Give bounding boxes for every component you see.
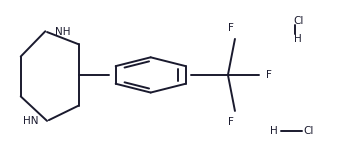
Text: Cl: Cl — [293, 16, 303, 26]
Text: Cl: Cl — [303, 126, 314, 136]
Text: NH: NH — [55, 27, 70, 37]
Text: F: F — [228, 23, 234, 33]
Text: F: F — [228, 117, 234, 127]
Text: F: F — [266, 70, 272, 80]
Text: H: H — [270, 126, 278, 136]
Text: HN: HN — [23, 116, 39, 126]
Text: H: H — [294, 34, 302, 44]
